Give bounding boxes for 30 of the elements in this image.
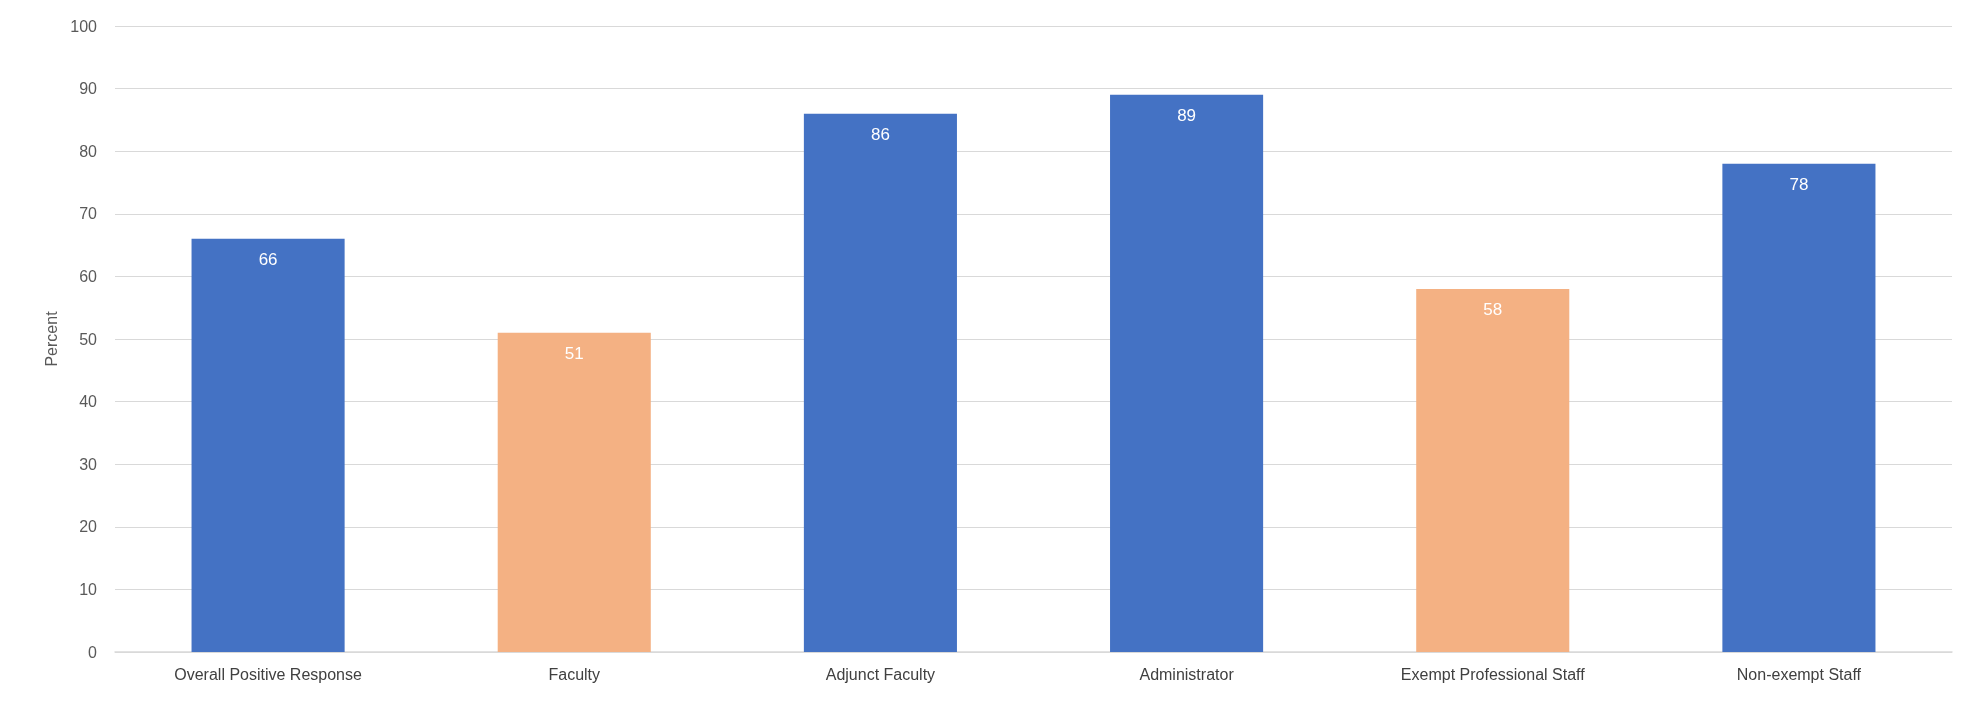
x-tick-label: Faculty [548,665,601,683]
y-tick-label: 60 [79,267,98,285]
y-axis-title: Percent [42,310,60,367]
bar [803,113,957,652]
data-label: 58 [1483,299,1503,319]
x-tick-label: Adjunct Faculty [825,665,936,683]
bar [191,238,345,652]
data-label: 89 [1177,105,1197,125]
y-tick-label: 100 [70,17,98,35]
data-label: 86 [870,124,890,144]
y-tick-label: 10 [79,580,98,598]
y-tick-label: 90 [79,80,98,98]
x-tick-label: Exempt Professional Staff [1400,665,1586,683]
bar [1722,163,1876,652]
x-tick-label: Non-exempt Staff [1736,665,1862,683]
y-tick-label: 0 [88,643,98,661]
y-tick-label: 30 [79,455,98,473]
x-tick-label: Administrator [1139,665,1235,683]
y-tick-label: 50 [79,330,98,348]
data-label: 78 [1789,174,1809,194]
y-tick-label: 80 [79,142,98,160]
bar [497,332,651,652]
bar [1110,94,1264,652]
y-tick-label: 40 [79,393,98,411]
x-tick-label: Overall Positive Response [174,665,363,683]
bar [1416,288,1570,652]
y-tick-label: 20 [79,518,98,536]
data-label: 51 [564,343,584,363]
data-label: 66 [258,249,278,269]
y-tick-label: 70 [79,205,98,223]
